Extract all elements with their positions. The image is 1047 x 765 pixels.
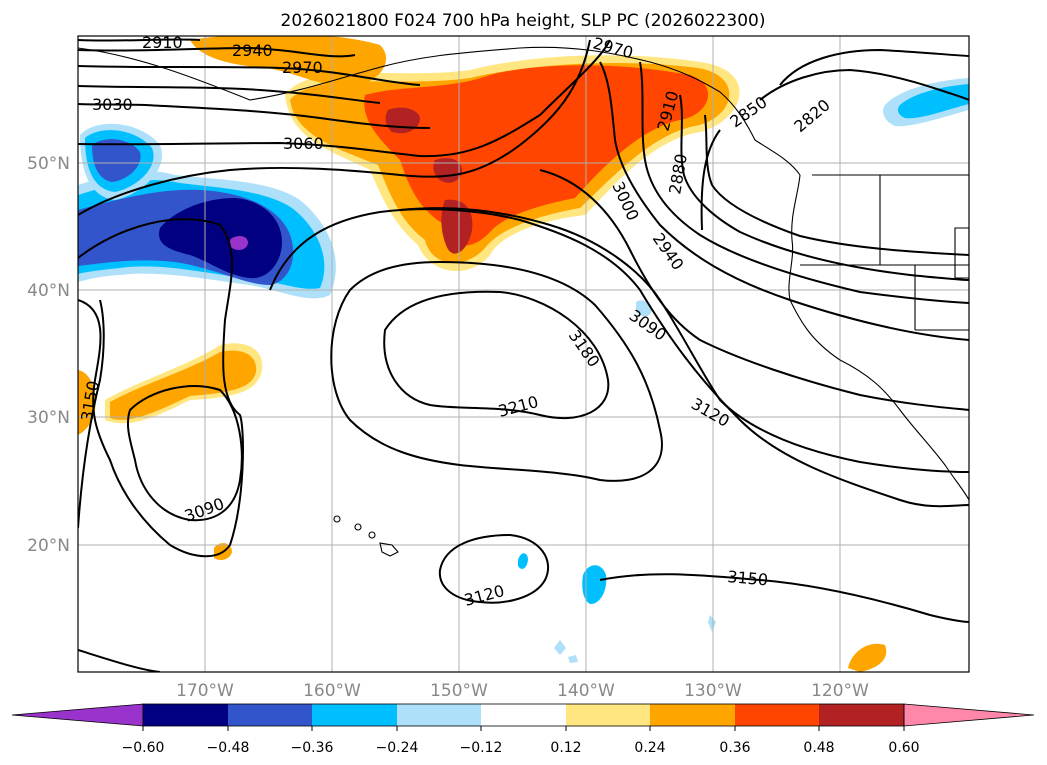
figure-title: 2026021800 F024 700 hPa height, SLP PC (… <box>281 11 766 31</box>
colorbar-extend-low <box>12 704 143 726</box>
lat-label: 40°N <box>27 281 70 301</box>
figure: 2026021800 F024 700 hPa height, SLP PC (… <box>0 0 1047 765</box>
lat-label: 20°N <box>27 536 70 556</box>
colorbar-tick-label: 0.36 <box>719 740 750 756</box>
colorbar-tick-label: −0.36 <box>291 740 334 756</box>
colorbar-swatch <box>650 704 735 726</box>
lon-label: 160°W <box>303 681 361 701</box>
contour-label: 2910 <box>142 33 183 52</box>
colorbar-tick-labels: −0.60 −0.48 −0.36 −0.24 −0.12 0.12 0.24 … <box>122 740 920 756</box>
contour-label: 3060 <box>283 134 324 153</box>
lon-label: 130°W <box>684 681 742 701</box>
colorbar-swatch <box>735 704 819 726</box>
contour-label: 3030 <box>92 95 133 114</box>
colorbar-tick-label: −0.48 <box>207 740 250 756</box>
lon-label: 140°W <box>557 681 615 701</box>
colorbar-tick-label: 0.48 <box>803 740 834 756</box>
lon-label: 150°W <box>430 681 488 701</box>
colorbar-swatch <box>397 704 481 726</box>
colorbar-tick-label: −0.12 <box>460 740 503 756</box>
latitude-labels: 50°N 40°N 30°N 20°N <box>27 154 70 556</box>
colorbar-swatch <box>143 704 228 726</box>
colorbar-tick-label: −0.24 <box>376 740 419 756</box>
lon-label: 120°W <box>811 681 869 701</box>
colorbar-tick-marks <box>143 726 904 731</box>
colorbar-tick-label: 0.12 <box>550 740 581 756</box>
longitude-labels: 170°W 160°W 150°W 140°W 130°W 120°W <box>176 681 869 701</box>
colorbar-swatch <box>228 704 312 726</box>
colorbar-swatch <box>481 704 566 726</box>
colorbar-tick-label: −0.60 <box>122 740 165 756</box>
colorbar-swatch <box>312 704 397 726</box>
colorbar: −0.60 −0.48 −0.36 −0.24 −0.12 0.12 0.24 … <box>12 704 1034 756</box>
colorbar-swatch <box>819 704 904 726</box>
map-panel: 2910 2940 2970 3030 3060 2970 2910 2850 … <box>27 33 969 701</box>
lat-label: 30°N <box>27 408 70 428</box>
lon-label: 170°W <box>176 681 234 701</box>
colorbar-tick-label: 0.60 <box>888 740 919 756</box>
colorbar-swatches <box>12 704 1034 726</box>
colorbar-tick-label: 0.24 <box>634 740 665 756</box>
contour-label: 3150 <box>727 567 769 589</box>
contour-label: 2970 <box>282 58 323 77</box>
colorbar-extend-high <box>904 704 1034 726</box>
contour-label: 2940 <box>232 41 273 60</box>
colorbar-swatch <box>566 704 650 726</box>
lat-label: 50°N <box>27 154 70 174</box>
